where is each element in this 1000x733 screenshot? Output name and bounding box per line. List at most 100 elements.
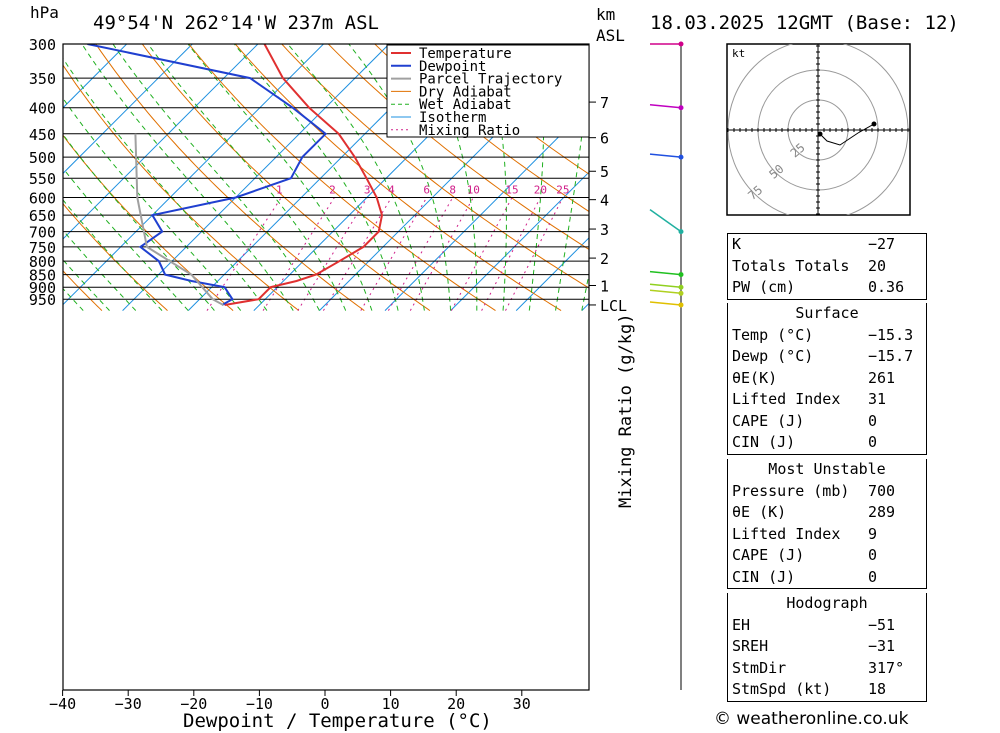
table-row: θE(K) 261 (728, 368, 926, 390)
most-unstable-table: Most Unstable Pressure (mb) 700 θE (K) 289… (727, 459, 927, 589)
pressure-tick-label: 650 (29, 207, 56, 225)
row-label: K (732, 235, 742, 253)
x-tick-label: −40 (49, 695, 76, 713)
table-row: Lifted Index 9 (728, 524, 926, 546)
row-label: Pressure (mb) (732, 481, 850, 500)
table-row: CIN (J) 0 (728, 432, 926, 454)
row-label: CAPE (J) (732, 546, 805, 564)
mixing-ratio-line (322, 197, 392, 311)
x-tick-label: 20 (447, 695, 465, 713)
row-label: PW (cm) (732, 278, 796, 296)
table-row: EH −51 (728, 615, 926, 637)
wet-adiabat-line (414, 44, 478, 311)
wind-barb (649, 270, 682, 276)
row-label: StmSpd (kt) (732, 680, 832, 698)
wind-barb (649, 208, 682, 233)
x-tick-label: 10 (382, 695, 400, 713)
isotherm-line (515, 237, 589, 311)
row-label: CIN (J) (732, 567, 796, 586)
mixing-ratio-value-label: 4 (388, 183, 395, 196)
hodograph-title: Hodograph (786, 594, 868, 612)
legend-entry: Mixing Ratio (419, 123, 520, 139)
wet-adiabat-line (187, 44, 373, 311)
table-row: θE (K) 289 (728, 502, 926, 524)
wet-adiabat-line (528, 44, 545, 311)
row-value: 261 (868, 368, 896, 387)
pressure-unit-label: hPa (30, 3, 59, 22)
wet-adiabat-line (63, 97, 242, 311)
pressure-tick-label: 950 (29, 291, 56, 309)
dry-adiabat-line (933, 44, 1000, 311)
x-tick-label: 30 (513, 695, 531, 713)
temperature-line (224, 44, 384, 306)
mixing-ratio-value-label: 10 (467, 183, 480, 196)
hodograph-table: Hodograph EH −51 SREH −31 StmDir 317° StmSp… (727, 593, 927, 702)
pressure-tick-label: 600 (29, 189, 56, 207)
wet-adiabat-line (63, 229, 137, 311)
row-value: 317° (868, 658, 905, 677)
legend-entry: Dry Adiabat (419, 84, 512, 100)
mixing-ratio-value-label: 3 (364, 183, 371, 196)
height-tick-label: 4 (600, 192, 609, 210)
table-row: CIN (J) 0 (728, 567, 926, 589)
dewpoint-line (87, 44, 328, 306)
legend-entry: Wet Adiabat (419, 97, 512, 113)
pressure-tick-label: 750 (29, 239, 56, 257)
table-row: Lifted Index 31 (728, 389, 926, 411)
mixing-ratio-line (206, 197, 282, 311)
height-tick-label: 2 (600, 250, 609, 268)
row-value: 700 (868, 481, 896, 500)
wind-barb (649, 103, 682, 109)
height-tick-label: 6 (600, 130, 609, 148)
legend-entry: Parcel Trajectory (419, 72, 562, 88)
mixing-ratio-line (387, 197, 454, 311)
legend-entry: Dewpoint (419, 59, 486, 75)
table-row: StmSpd (kt) 18 (728, 679, 926, 701)
pw-row: PW (cm) 0.36 (728, 277, 926, 299)
height-tick-label: 5 (600, 163, 609, 181)
pressure-tick-label: 800 (29, 253, 56, 271)
mixing-ratio-value-label: 15 (505, 183, 518, 196)
mixing-ratio-value-label: 8 (449, 183, 456, 196)
copyright-text: © weatheronline.co.uk (714, 709, 909, 729)
row-value: 18 (868, 680, 887, 698)
row-label: Totals Totals (732, 256, 850, 275)
table-row: Pressure (mb) 700 (728, 481, 926, 503)
dry-adiabat-line (63, 270, 103, 311)
pressure-tick-label: 500 (29, 149, 56, 167)
x-tick-label: −10 (246, 695, 273, 713)
hodograph-point (871, 121, 877, 127)
x-axis-label: Dewpoint / Temperature (°C) (183, 710, 492, 732)
row-label: Temp (°C) (732, 325, 814, 344)
totals-row: Totals Totals 20 (728, 256, 926, 278)
row-value: 0 (868, 411, 878, 430)
height-tick-label: 3 (600, 221, 609, 239)
table-row: SREH −31 (728, 636, 926, 658)
height-unit-label: km (596, 5, 615, 24)
x-tick-label: −20 (180, 695, 207, 713)
k-index-row: K −27 (728, 234, 926, 256)
pressure-tick-label: 700 (29, 224, 56, 242)
hodograph-point (817, 131, 823, 137)
wind-barb (649, 289, 682, 295)
row-label: CAPE (J) (732, 411, 805, 430)
row-value: 9 (868, 524, 878, 543)
mixing-ratio-value-label: 2 (329, 183, 336, 196)
mixing-ratio-value-label: 1 (276, 183, 283, 196)
row-value: 289 (868, 503, 896, 521)
legend-entry: Isotherm (419, 110, 486, 126)
row-label: StmDir (732, 658, 787, 677)
dry-adiabat-line (979, 44, 1000, 311)
wet-adiabat-line (112, 44, 320, 311)
mixing-ratio-line (481, 197, 541, 311)
table-row: Dewp (°C) −15.7 (728, 346, 926, 368)
pressure-tick-label: 850 (29, 267, 56, 285)
mixing-ratio-line (297, 197, 368, 311)
mixing-ratio-line (360, 197, 428, 311)
wet-adiabat-line (287, 44, 425, 311)
mixing-ratio-axis-label: Mixing Ratio (g/kg) (616, 314, 636, 508)
height-tick-label: 1 (600, 278, 609, 296)
surface-title: Surface (795, 304, 859, 322)
row-label: EH (732, 615, 751, 634)
